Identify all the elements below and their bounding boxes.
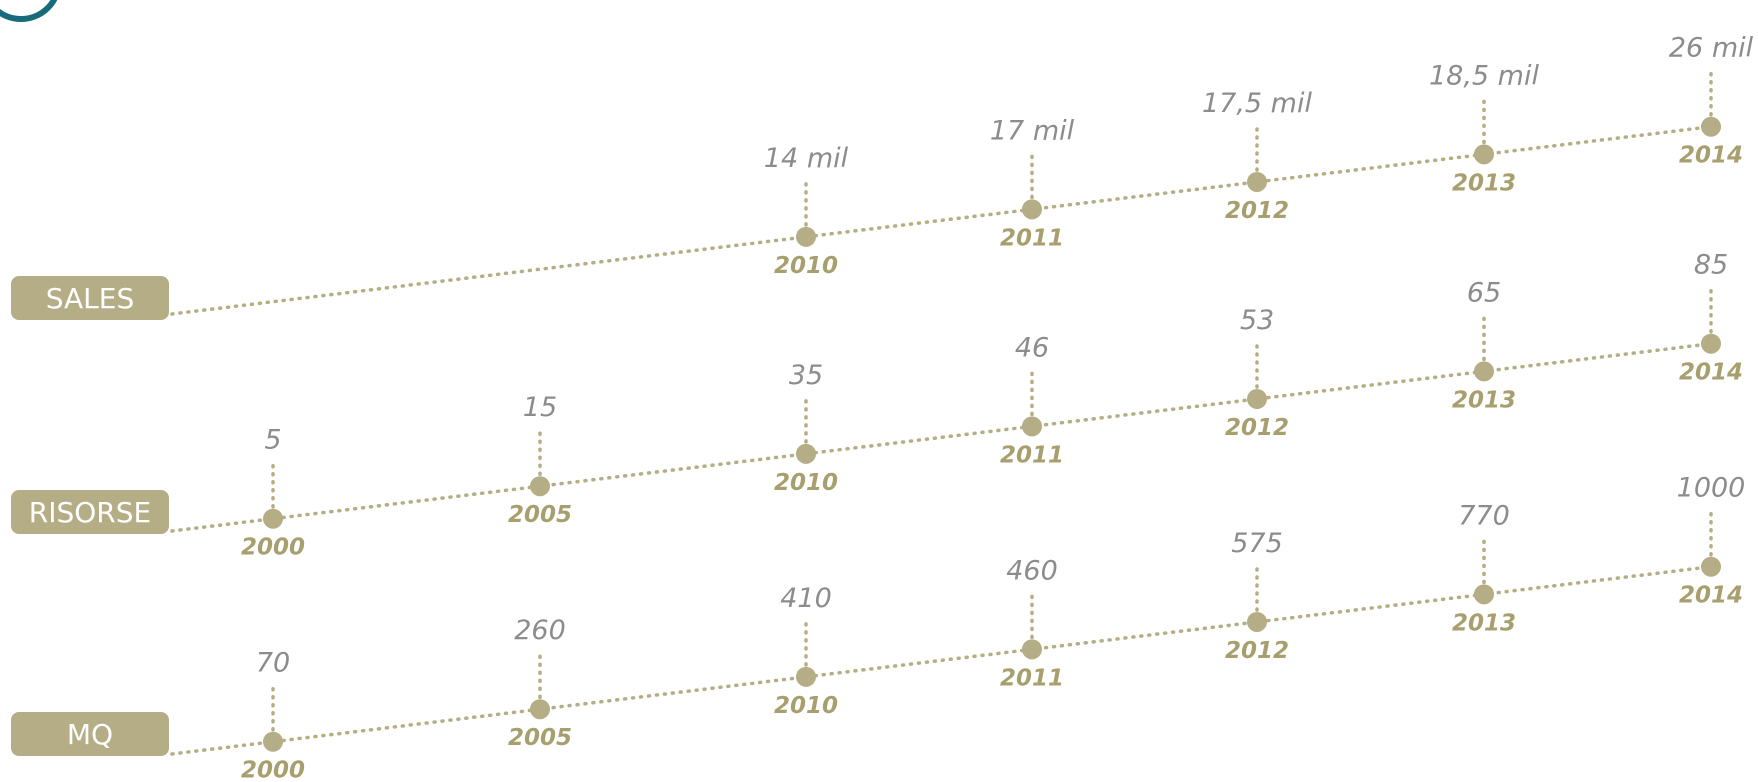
value-label: 260 [514,615,566,646]
data-point [1701,333,1721,354]
year-label: 2011 [1000,665,1064,691]
data-point [530,476,550,497]
series-line-sales [170,124,1713,316]
year-label: 2011 [1000,225,1064,251]
data-point [1701,556,1721,577]
data-point [1022,639,1042,660]
year-label: 2014 [1679,583,1743,609]
value-label: 70 [256,648,290,679]
year-label: 2011 [1000,442,1064,468]
year-label: 2014 [1679,360,1743,386]
value-label: 14 mil [764,143,849,174]
value-label: 575 [1231,528,1283,559]
year-label: 2005 [508,502,572,528]
value-label: 65 [1467,277,1501,308]
year-label: 2013 [1452,610,1516,636]
data-point [796,666,816,687]
value-label: 410 [780,583,832,614]
data-point [796,226,816,247]
year-label: 2005 [508,725,572,751]
year-label: 2012 [1225,638,1289,664]
year-label: 2014 [1679,143,1743,169]
year-label: 2013 [1452,387,1516,413]
series-line-risorse [170,341,1713,533]
value-label: 35 [789,360,823,391]
value-label: 53 [1240,305,1274,336]
value-label: 17,5 mil [1202,88,1313,119]
data-point [263,508,283,529]
value-label: 18,5 mil [1429,60,1540,91]
data-point [1022,199,1042,220]
value-label: 46 [1015,332,1049,363]
year-label: 2013 [1452,170,1516,196]
year-label: 2010 [774,470,838,496]
data-point [1474,144,1494,165]
year-label: 2012 [1225,198,1289,224]
year-label: 2012 [1225,415,1289,441]
data-point [1022,416,1042,437]
data-point [1474,361,1494,382]
data-point [1474,584,1494,605]
year-label: 2000 [241,535,305,561]
value-label: 1000 [1677,473,1746,504]
data-point [263,731,283,752]
data-point [1247,171,1267,192]
value-label: 770 [1458,500,1510,531]
year-label: 2010 [774,253,838,279]
data-point [1247,388,1267,409]
data-point [796,443,816,464]
year-label: 2010 [774,693,838,719]
row-label-mq: MQ [11,712,169,756]
row-label-risorse: RISORSE [11,490,169,534]
value-label: 26 mil [1669,33,1754,64]
data-point [530,699,550,720]
data-point [1247,611,1267,632]
series-line-mq [170,564,1713,756]
row-label-sales: SALES [11,276,169,320]
value-label: 5 [264,425,281,456]
value-label: 85 [1694,250,1728,281]
value-label: 460 [1006,555,1058,586]
value-label: 17 mil [990,115,1075,146]
data-point [1701,116,1721,137]
year-label: 2000 [241,758,305,782]
value-label: 15 [523,392,557,423]
